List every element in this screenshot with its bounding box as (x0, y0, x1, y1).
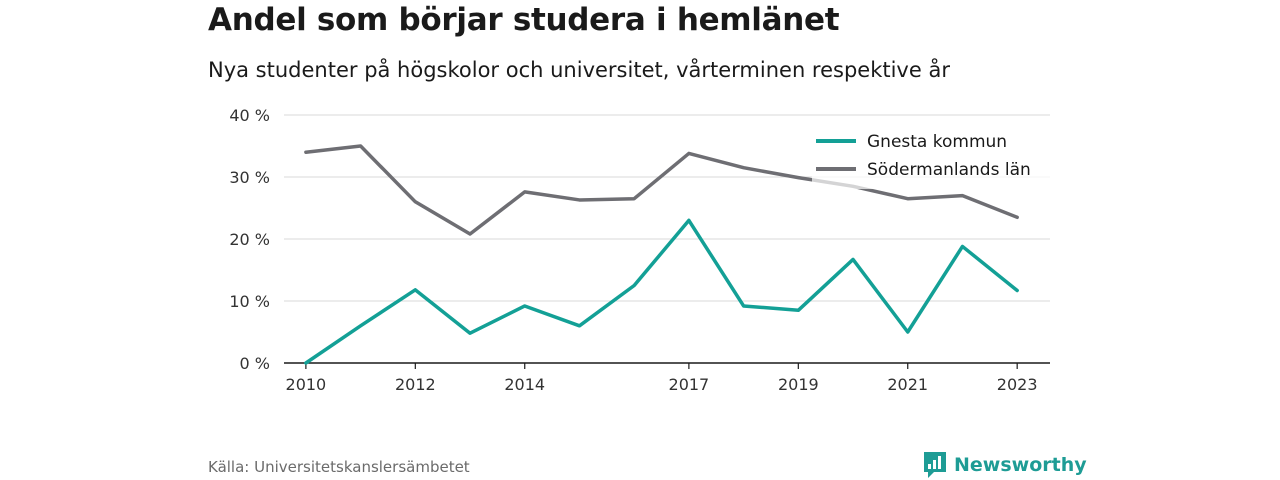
legend-bg (812, 163, 1152, 189)
series-line-2 (304, 144, 1019, 236)
x-tick-label: 2021 (887, 375, 928, 394)
legend-label: Södermanlands län (867, 160, 1031, 180)
legend-label: Gnesta kommun (867, 132, 1007, 152)
y-tick-label: 0 % (240, 354, 270, 373)
x-tick-label: 2012 (395, 375, 436, 394)
y-tick-label: 30 % (229, 168, 270, 187)
brand-logo: Newsworthy (922, 450, 1087, 480)
brand-name: Newsworthy (954, 454, 1087, 476)
x-tick-label: 2023 (997, 375, 1038, 394)
chart-subtitle: Nya studenter på högskolor och universit… (208, 58, 950, 82)
series-line-1 (304, 218, 1019, 365)
chart-title: Andel som börjar studera i hemlänet (208, 2, 840, 38)
x-tick-label: 2010 (286, 375, 327, 394)
y-tick-label: 20 % (229, 230, 270, 249)
legend: Gnesta kommun Södermanlands län (812, 132, 1152, 189)
source-note: Källa: Universitetskanslersämbetet (208, 458, 470, 476)
y-tick-label: 40 % (229, 106, 270, 125)
legend-bg (812, 135, 1152, 161)
x-tick-label: 2019 (778, 375, 819, 394)
x-tick-label: 2017 (669, 375, 710, 394)
newsworthy-logo-icon (924, 452, 946, 478)
series-lines (304, 144, 1019, 365)
line-chart: 0 % 10 % 20 % 30 % 40 % 2010 2012 2014 2017 2019… (229, 106, 1152, 394)
x-tick-label: 2014 (504, 375, 545, 394)
y-tick-label: 10 % (229, 292, 270, 311)
y-axis: 0 % 10 % 20 % 30 % 40 % (229, 106, 270, 373)
x-axis: 2010 2012 2014 2017 2019 2021 2023 (284, 362, 1050, 394)
